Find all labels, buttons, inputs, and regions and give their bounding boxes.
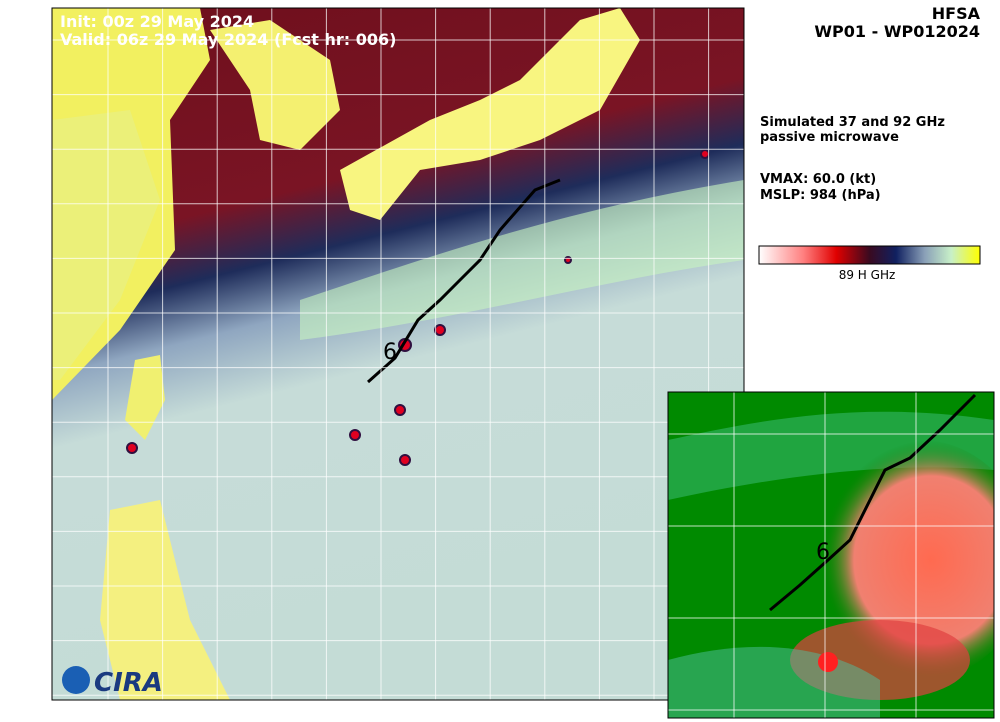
inset-track-marker: 6 — [816, 540, 830, 565]
storm-id: WP01 - WP012024 — [814, 22, 980, 41]
colorbar — [758, 245, 981, 265]
inset-map — [668, 392, 994, 718]
init-time: Init: 00z 29 May 2024 — [60, 12, 254, 31]
main-map — [52, 8, 744, 700]
mslp: MSLP: 984 (hPa) — [760, 188, 881, 203]
noaa-logo — [62, 666, 90, 694]
valid-time: Valid: 06z 29 May 2024 (Fcst hr: 006) — [60, 30, 396, 49]
cira-logo: CIRA — [94, 668, 163, 698]
description-line: passive microwave — [760, 130, 899, 145]
description-line: Simulated 37 and 92 GHz — [760, 115, 945, 130]
colorbar-label: 89 H GHz — [839, 268, 896, 282]
model-name: HFSA — [932, 4, 981, 23]
track-marker: 6 — [383, 340, 397, 365]
vmax: VMAX: 60.0 (kt) — [760, 172, 876, 187]
